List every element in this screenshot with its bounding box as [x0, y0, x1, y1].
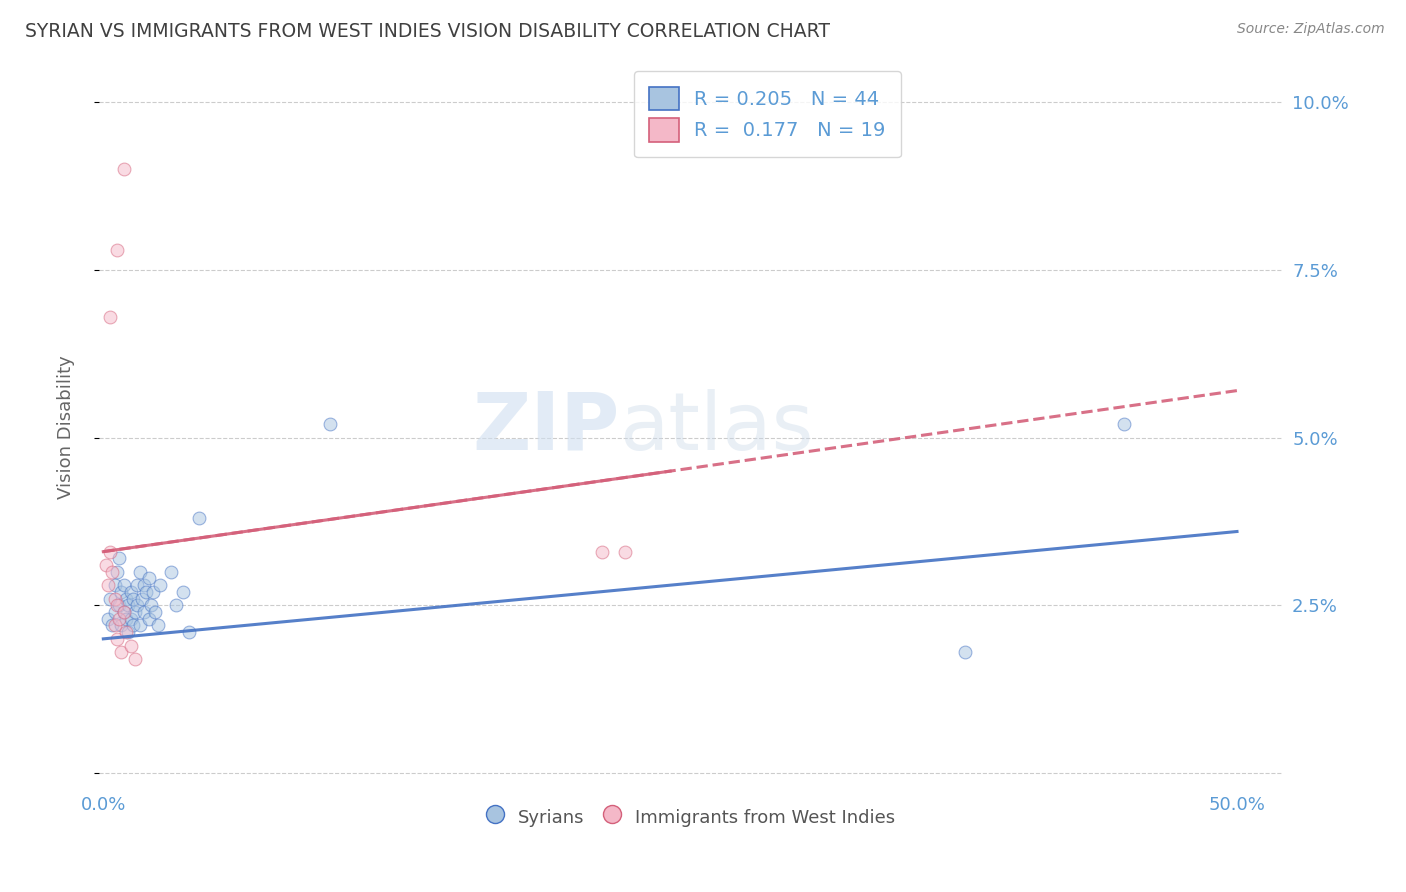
Point: [94, 558, 117, 572]
Point: [112, 605, 135, 619]
Point: [104, 605, 127, 619]
Point: [105, 632, 128, 646]
Point: [97, 578, 120, 592]
Point: [160, 565, 183, 579]
Legend: Syrians, Immigrants from West Indies: Syrians, Immigrants from West Indies: [478, 798, 903, 835]
Point: [127, 599, 149, 613]
Point: [134, 578, 156, 592]
Point: [121, 591, 143, 606]
Point: [145, 605, 167, 619]
Point: [131, 591, 153, 606]
Point: [172, 585, 194, 599]
Text: Source: ZipAtlas.com: Source: ZipAtlas.com: [1237, 22, 1385, 37]
Point: [138, 572, 160, 586]
Point: [149, 578, 172, 592]
Point: [98, 310, 121, 324]
Point: [613, 544, 636, 558]
Point: [127, 578, 149, 592]
Point: [110, 585, 132, 599]
Point: [319, 417, 342, 431]
Point: [179, 625, 201, 640]
Point: [117, 599, 139, 613]
Point: [104, 591, 127, 606]
Point: [142, 585, 165, 599]
Point: [98, 591, 121, 606]
Point: [115, 625, 138, 640]
Point: [121, 618, 143, 632]
Text: SYRIAN VS IMMIGRANTS FROM WEST INDIES VISION DISABILITY CORRELATION CHART: SYRIAN VS IMMIGRANTS FROM WEST INDIES VI…: [25, 22, 831, 41]
Point: [105, 599, 128, 613]
Point: [105, 565, 128, 579]
Point: [105, 243, 128, 257]
Text: atlas: atlas: [620, 389, 814, 467]
Point: [124, 652, 146, 666]
Point: [1112, 417, 1135, 431]
Point: [146, 618, 169, 632]
Point: [115, 591, 138, 606]
Point: [110, 618, 132, 632]
Point: [112, 162, 135, 177]
Point: [97, 612, 120, 626]
Point: [953, 645, 976, 659]
Point: [120, 639, 142, 653]
Point: [104, 618, 127, 632]
Point: [110, 645, 132, 659]
Point: [98, 544, 121, 558]
Point: [120, 585, 142, 599]
Point: [117, 625, 139, 640]
Point: [187, 511, 209, 525]
Point: [108, 599, 131, 613]
Point: [120, 612, 142, 626]
Point: [591, 544, 613, 558]
Point: [135, 585, 157, 599]
Point: [139, 599, 162, 613]
Point: [108, 612, 131, 626]
Point: [108, 551, 131, 566]
Point: [124, 605, 146, 619]
Point: [101, 565, 124, 579]
Text: ZIP: ZIP: [472, 389, 620, 467]
Point: [134, 605, 156, 619]
Point: [104, 578, 127, 592]
Point: [128, 565, 150, 579]
Point: [101, 618, 124, 632]
Point: [165, 599, 187, 613]
Point: [115, 612, 138, 626]
Point: [112, 578, 135, 592]
Point: [128, 618, 150, 632]
Point: [112, 605, 135, 619]
Point: [138, 612, 160, 626]
Y-axis label: Vision Disability: Vision Disability: [58, 356, 75, 500]
